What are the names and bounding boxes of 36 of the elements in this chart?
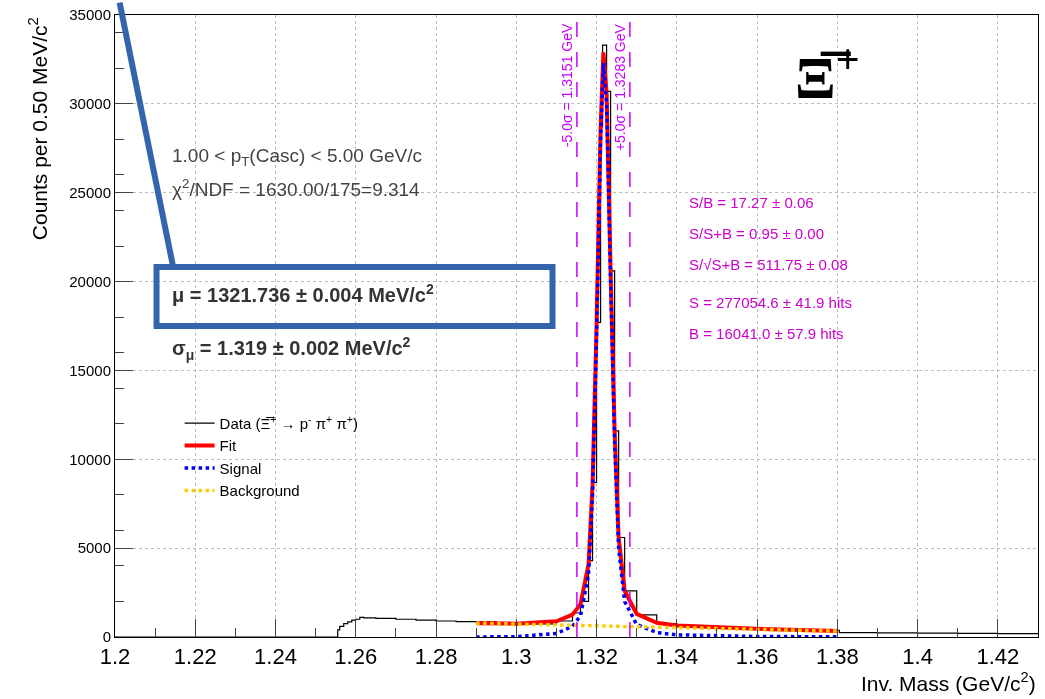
x-tick-label: 1.36 — [735, 644, 779, 670]
annotation: χ$^{2}$/NDF = 1630.00/175=9.314 — [172, 176, 421, 200]
x-tick-label: 1.38 — [815, 644, 859, 670]
annotation: S/√S+B = 511.75 ± 0.08 — [689, 256, 848, 273]
ref-line-label: +5.0σ = 1.3283 GeV — [611, 23, 628, 152]
x-tick-label: 1.4 — [902, 644, 933, 670]
annotation: 1.00 < p$_{T}$(Casc) < 5.00 GeV/c — [172, 145, 422, 169]
y-tick-label: 35000 — [69, 6, 111, 24]
ref-line-label: -5.0σ = 1.3151 GeV — [558, 23, 575, 148]
annotation: S/S+B = 0.95 ± 0.00 — [689, 225, 824, 242]
x-axis-title: Inv. Mass (GeV/c$^{2}$) — [861, 669, 1036, 695]
annotation: S/B = 17.27 ± 0.06 — [689, 194, 814, 211]
x-tick-label: 1.28 — [414, 644, 458, 670]
text: Data (Ξ̅$^{+}$ → p$^{-}$ π$^{+}$ π$^{+}$) — [219, 412, 358, 432]
y-tick-label: 20000 — [69, 272, 111, 290]
x-tick-label: 1.2 — [99, 644, 131, 670]
y-tick-label: 15000 — [69, 361, 111, 379]
x-tick-label: 1.3 — [501, 644, 532, 670]
y-tick-label: 25000 — [69, 183, 111, 201]
annotation: μ = 1321.736 ± 0.004 MeV/c$^{2}$ — [172, 281, 434, 307]
x-tick-label: 1.26 — [334, 644, 378, 670]
x-tick-label: 1.32 — [575, 644, 618, 670]
legend-label: Fit — [219, 437, 238, 455]
y-tick-label: 30000 — [69, 95, 111, 113]
annotation: σ$_{μ}$ = 1.319 ± 0.002 MeV/c$^{2}$ — [172, 334, 411, 363]
x-tick-label: 1.22 — [173, 644, 217, 670]
y-tick-label: 10000 — [69, 450, 111, 468]
annotation: B = 16041.0 ± 57.9 hits — [689, 325, 844, 342]
x-tick-label: 1.34 — [655, 644, 699, 670]
x-tick-label: 1.42 — [976, 644, 1020, 670]
y-tick-label: 5000 — [77, 539, 111, 557]
legend-label: Background — [219, 482, 300, 500]
annotation: S = 277054.6 ± 41.9 hits — [689, 294, 852, 311]
x-tick-label: 1.24 — [254, 644, 297, 670]
y-tick-label: 0 — [102, 628, 111, 646]
legend-label: Signal — [219, 459, 262, 477]
